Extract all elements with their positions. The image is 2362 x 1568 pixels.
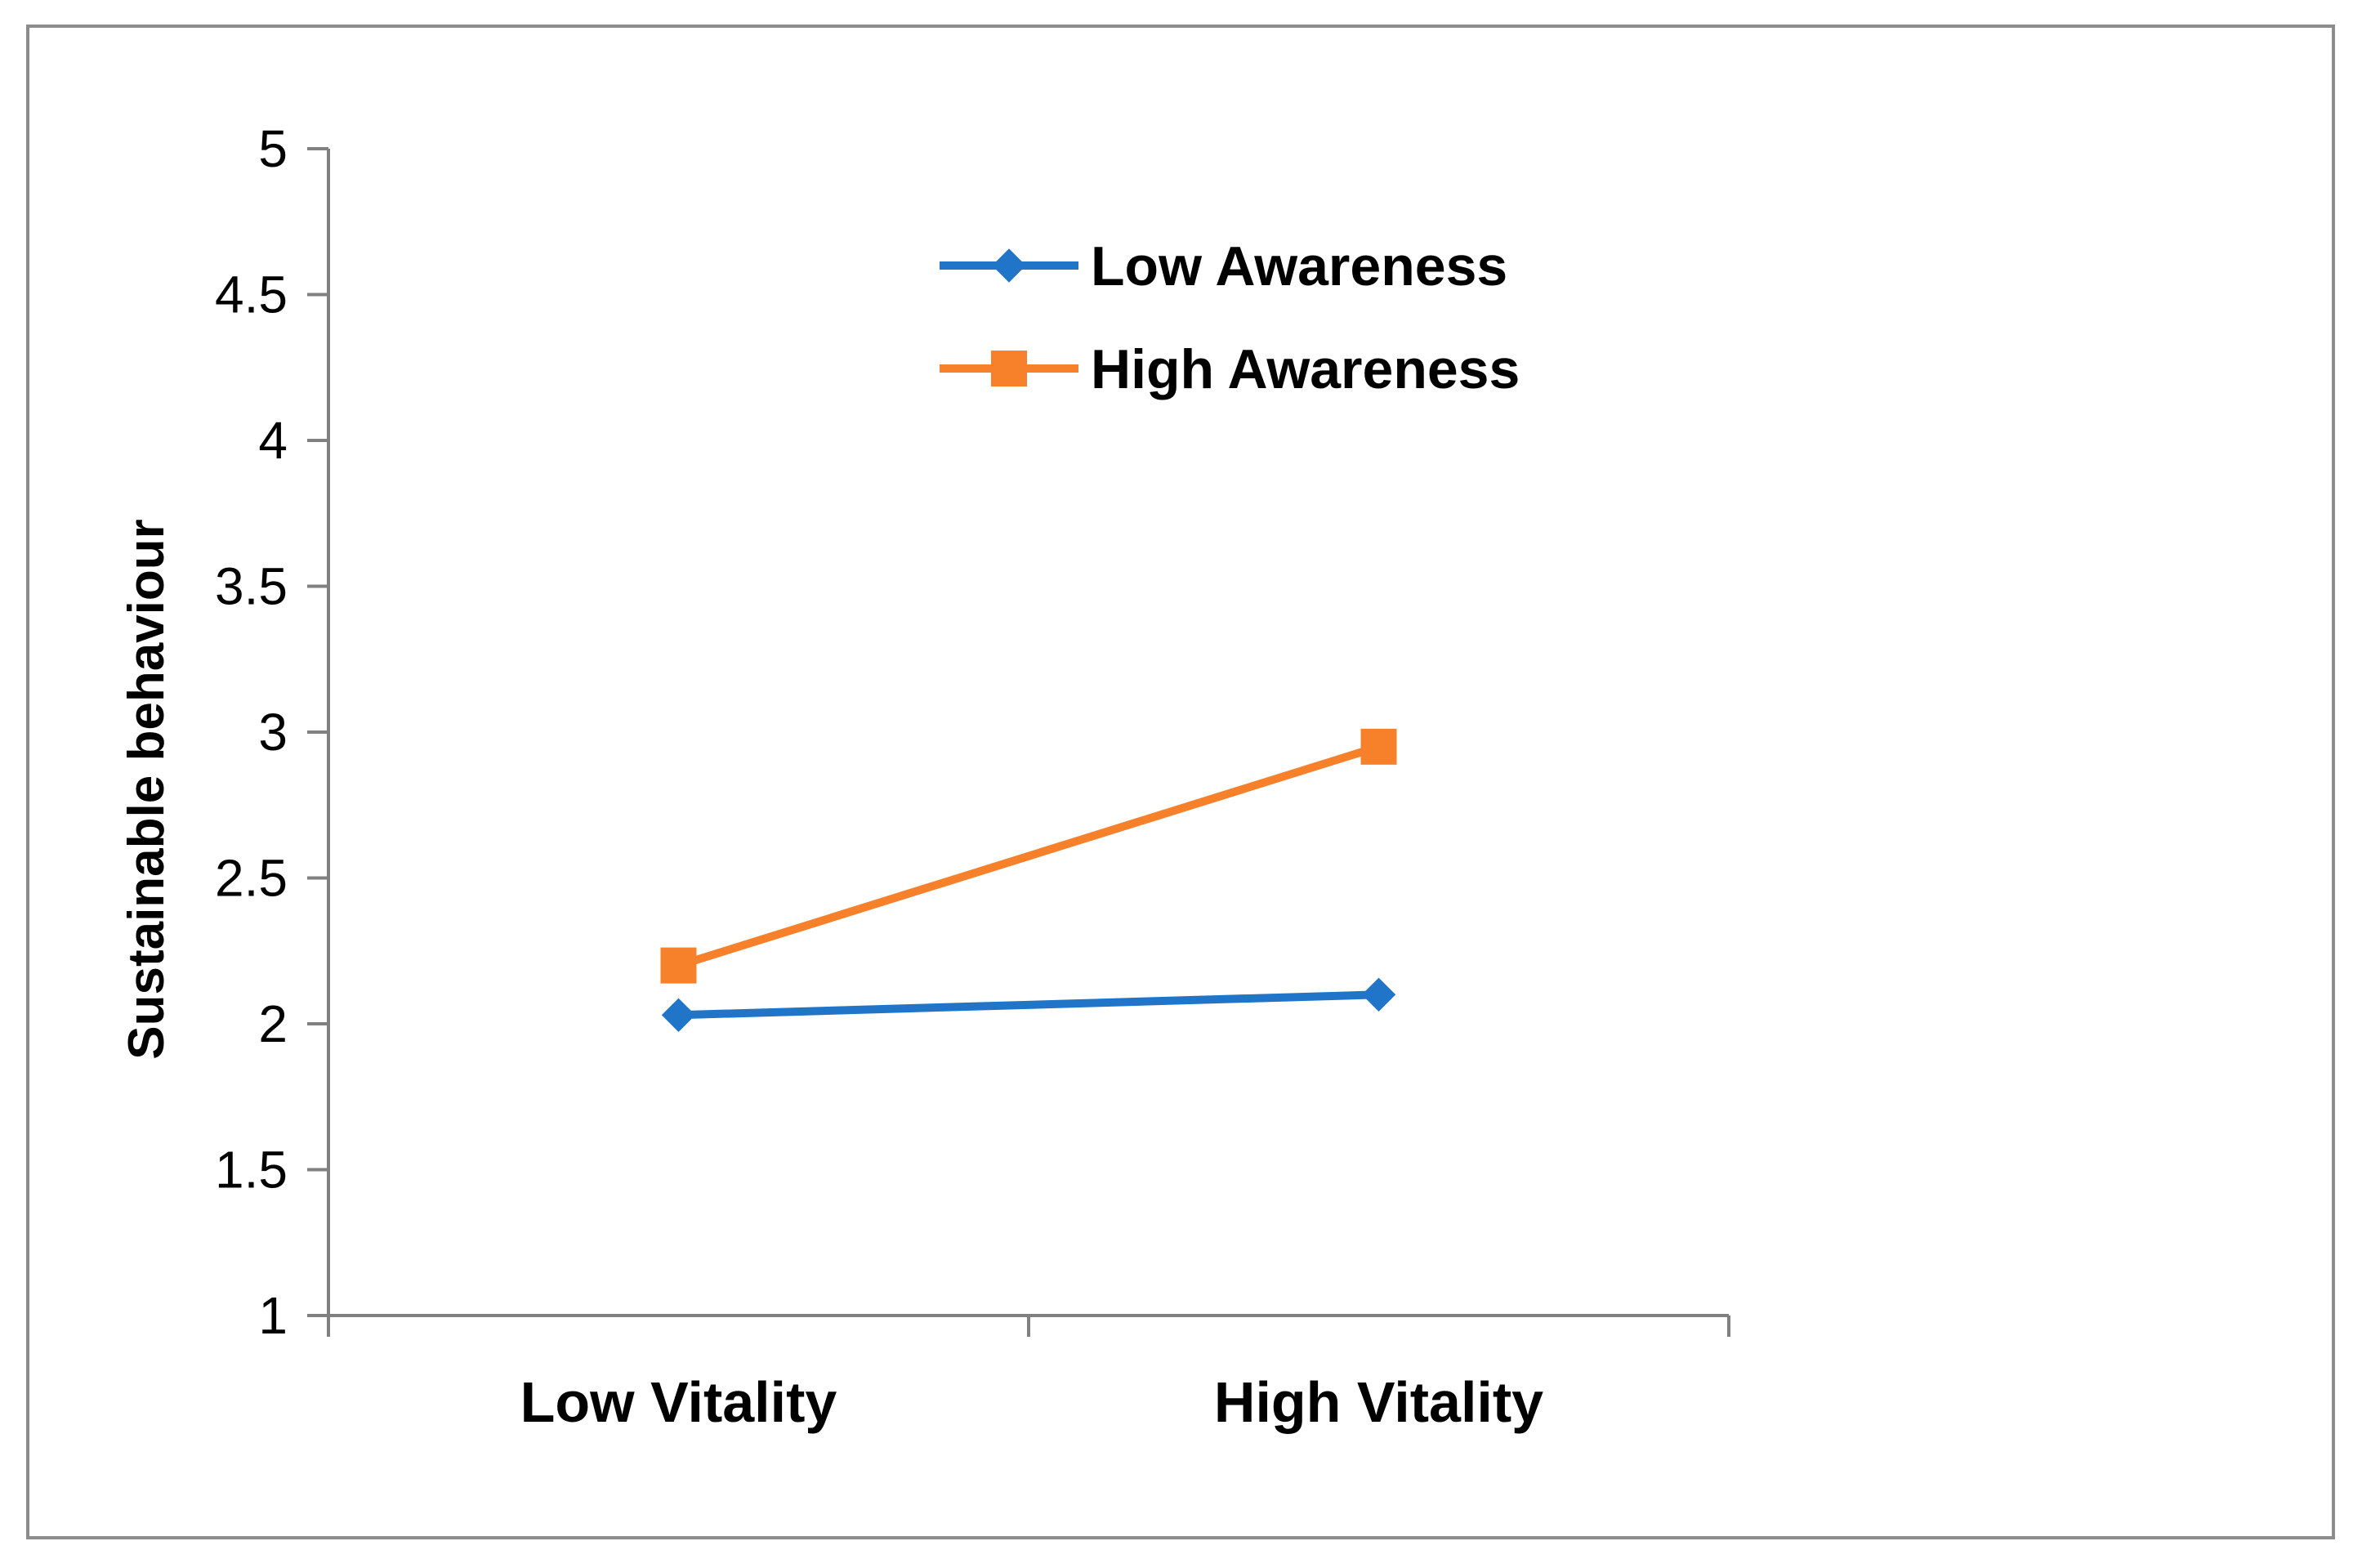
legend-item: High Awareness [940, 338, 1520, 400]
y-tick-label: 1.5 [215, 1141, 288, 1199]
y-tick-label: 4 [258, 411, 288, 470]
legend-item: Low Awareness [940, 235, 1507, 297]
legend-marker-diamond [992, 248, 1026, 283]
series-high-awareness [660, 728, 1397, 984]
series-group [660, 728, 1397, 1032]
chart-frame [26, 25, 2335, 1539]
legend-label: Low Awareness [1091, 235, 1507, 297]
y-axis-title: Sustainable behaviour [118, 519, 175, 1060]
y-tick-label: 2 [258, 994, 288, 1053]
series-line [678, 990, 1379, 1020]
data-point-square [660, 947, 697, 984]
y-tick-label: 2.5 [215, 849, 288, 908]
x-axis-ticks: Low Vitality High Vitality [327, 1316, 1730, 1434]
legend-label: High Awareness [1091, 338, 1520, 400]
y-tick-label: 1 [258, 1286, 288, 1345]
y-axis-ticks: 1 1.5 2 2.5 3 3.5 4 4.5 5 [215, 119, 328, 1345]
legend: Low Awareness High Awareness [940, 235, 1520, 400]
series-line [677, 743, 1380, 970]
data-point-square [1360, 728, 1397, 765]
y-tick-label: 5 [258, 119, 288, 178]
x-category-label: High Vitality [1214, 1370, 1543, 1434]
series-low-awareness [661, 977, 1396, 1032]
y-tick-label: 4.5 [215, 266, 288, 324]
y-tick-label: 3.5 [215, 557, 288, 616]
axes [327, 149, 1729, 1317]
legend-marker-square [991, 351, 1027, 386]
x-category-label: Low Vitality [520, 1370, 837, 1434]
y-tick-label: 3 [258, 703, 288, 762]
data-point-diamond [661, 998, 696, 1032]
data-point-diamond [1361, 977, 1396, 1012]
